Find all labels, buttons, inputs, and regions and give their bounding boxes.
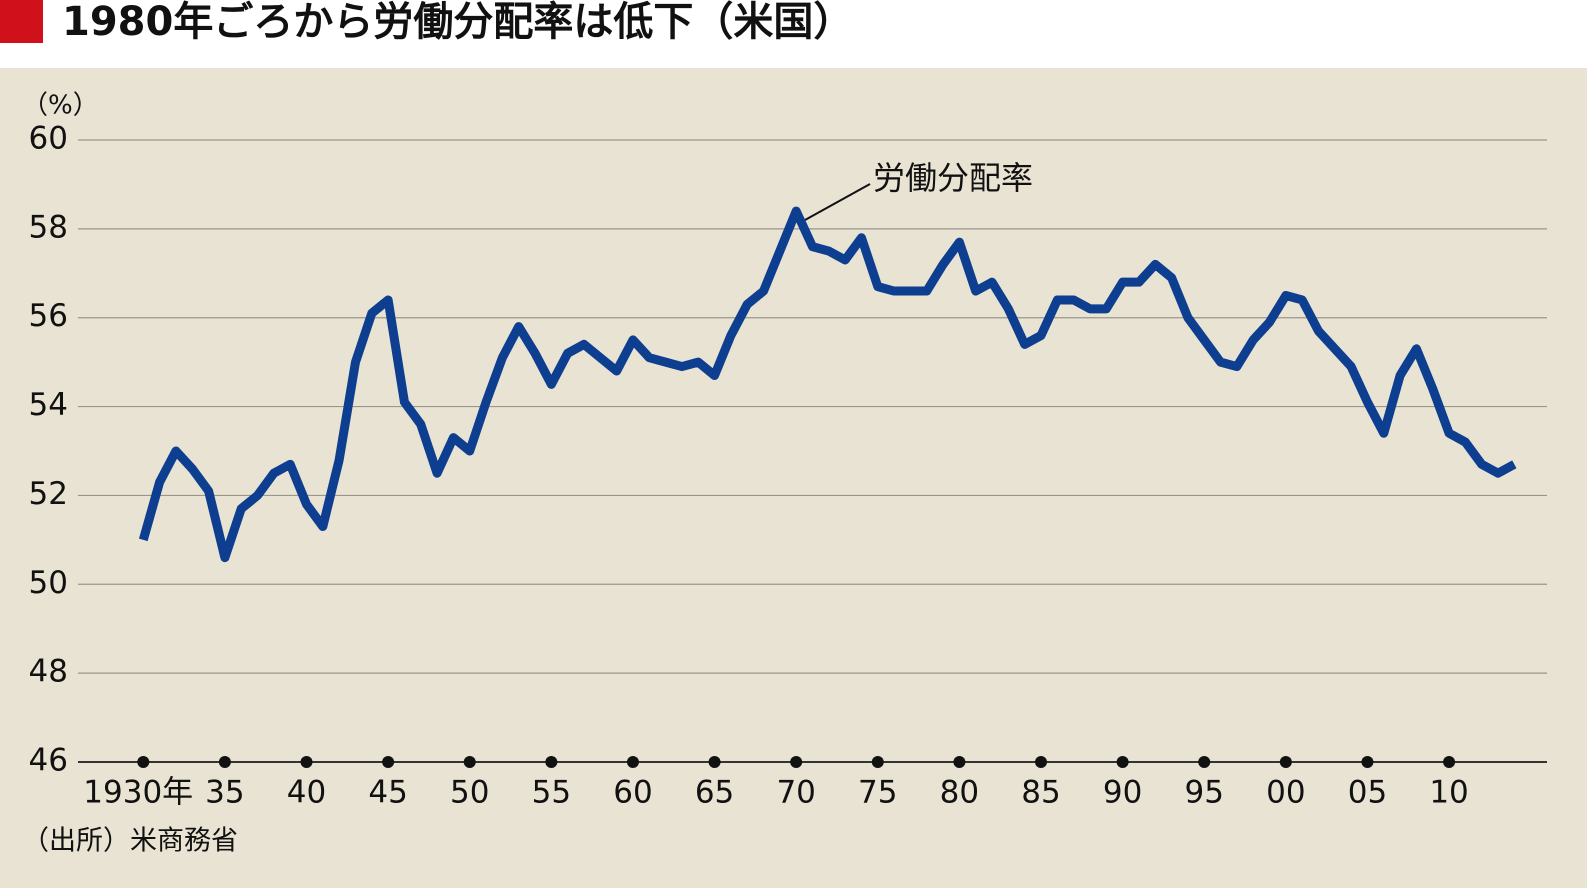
title-bar <box>0 0 1587 68</box>
source: （出所）米商務省 <box>22 826 238 857</box>
y-tick-label: 60 <box>29 121 68 157</box>
x-tick-mark <box>708 756 721 768</box>
plot-background <box>0 68 1587 888</box>
x-tick-label: 05 <box>1348 775 1387 811</box>
x-tick-label: 55 <box>532 775 571 811</box>
x-tick-label: 95 <box>1185 775 1224 811</box>
x-tick-mark <box>790 756 803 768</box>
x-tick-label: 85 <box>1021 775 1060 811</box>
x-tick-label: 10 <box>1429 775 1468 811</box>
x-tick-mark <box>545 756 558 768</box>
x-tick-label: 40 <box>287 775 326 811</box>
y-tick-label: 56 <box>29 298 68 334</box>
x-tick-label: 80 <box>940 775 979 811</box>
x-tick-mark <box>871 756 884 768</box>
x-tick-mark <box>1279 756 1292 768</box>
x-tick-label: 70 <box>776 775 815 811</box>
title-marker <box>0 0 43 43</box>
x-tick-label: 1930年 <box>83 775 193 811</box>
y-unit: （%） <box>22 91 99 121</box>
x-tick-label: 50 <box>450 775 489 811</box>
y-tick-label: 58 <box>29 209 68 245</box>
series-annotation: 労働分配率 <box>873 159 1033 197</box>
x-tick-label: 90 <box>1103 775 1142 811</box>
x-tick-mark <box>1198 756 1211 768</box>
x-tick-label: 75 <box>858 775 897 811</box>
x-tick-mark <box>1361 756 1374 768</box>
y-tick-label: 54 <box>29 387 68 423</box>
chart-title: 1980年ごろから労働分配率は低下（米国） <box>62 0 853 45</box>
y-tick-label: 50 <box>29 565 68 601</box>
x-tick-mark <box>1116 756 1129 768</box>
y-tick-label: 46 <box>29 743 68 779</box>
data-line <box>138 206 1517 563</box>
x-tick-label: 65 <box>695 775 734 811</box>
x-tick-label: 60 <box>613 775 652 811</box>
x-tick-mark <box>218 756 231 768</box>
x-tick-mark <box>463 756 476 768</box>
x-tick-mark <box>382 756 395 768</box>
leader-line <box>804 183 871 221</box>
x-tick-mark <box>1035 756 1048 768</box>
x-tick-mark <box>953 756 966 768</box>
x-tick-label: 45 <box>368 775 407 811</box>
x-tick-mark <box>300 756 313 768</box>
y-tick-label: 52 <box>29 476 68 512</box>
x-tick-label: 35 <box>205 775 244 811</box>
x-tick-mark <box>1443 756 1456 768</box>
x-tick-mark <box>137 756 150 768</box>
x-tick-mark <box>626 756 639 768</box>
x-tick-label: 00 <box>1266 775 1305 811</box>
y-tick-label: 48 <box>29 654 68 690</box>
